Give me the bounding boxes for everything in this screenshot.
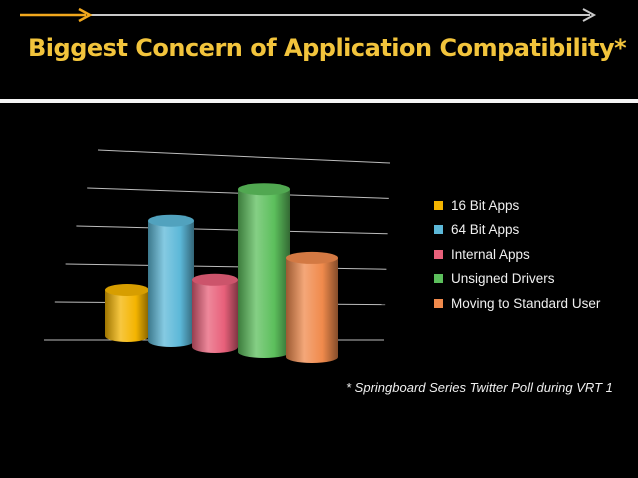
legend-item: 64 Bit Apps	[434, 218, 600, 243]
legend-label: 16 Bit Apps	[451, 197, 520, 213]
legend-item: 16 Bit Apps	[434, 193, 600, 218]
bar-unsigned-drivers	[238, 183, 290, 358]
bar-moving-to-standard-user	[286, 251, 338, 363]
bar-top	[105, 284, 149, 296]
legend-label: Unsigned Drivers	[451, 271, 555, 287]
legend-item: Internal Apps	[434, 242, 600, 267]
slide-title: Biggest Concern of Application Compatibi…	[28, 34, 627, 62]
bar-body	[238, 189, 290, 358]
bar-top	[238, 183, 290, 196]
header-decoration	[20, 7, 597, 23]
legend-swatch	[434, 225, 443, 235]
legend-item: Unsigned Drivers	[434, 267, 600, 292]
chart-legend: 16 Bit Apps 64 Bit Apps Internal Apps Unsig…	[434, 193, 600, 316]
gridline	[65, 263, 387, 270]
gridline	[97, 149, 391, 164]
legend-label: Moving to Standard User	[451, 295, 601, 311]
bar-internal-apps	[192, 273, 238, 353]
legend-swatch	[434, 274, 443, 284]
legend-label: Internal Apps	[451, 246, 530, 262]
legend-item: Moving to Standard User	[434, 291, 600, 316]
bar-top	[148, 214, 194, 227]
legend-label: 64 Bit Apps	[451, 222, 520, 238]
bar-top	[286, 251, 338, 264]
legend-swatch	[434, 249, 443, 259]
title-divider	[0, 99, 638, 103]
legend-swatch	[434, 200, 443, 210]
chart-bars	[105, 183, 338, 363]
accent-arrow-head	[78, 7, 93, 23]
bar-body	[148, 220, 194, 347]
legend-swatch	[434, 298, 443, 308]
gridline	[87, 187, 389, 199]
bar-64-bit-apps	[148, 214, 194, 347]
bar-body	[192, 279, 238, 353]
poll-footnote: * Springboard Series Twitter Poll during…	[346, 380, 613, 395]
bar-top	[192, 273, 238, 286]
bar-16-bit-apps	[105, 284, 149, 342]
bar-body	[286, 257, 338, 363]
bar-body	[105, 290, 149, 342]
header-rule-arrowhead	[582, 8, 597, 22]
gridline	[76, 225, 388, 235]
